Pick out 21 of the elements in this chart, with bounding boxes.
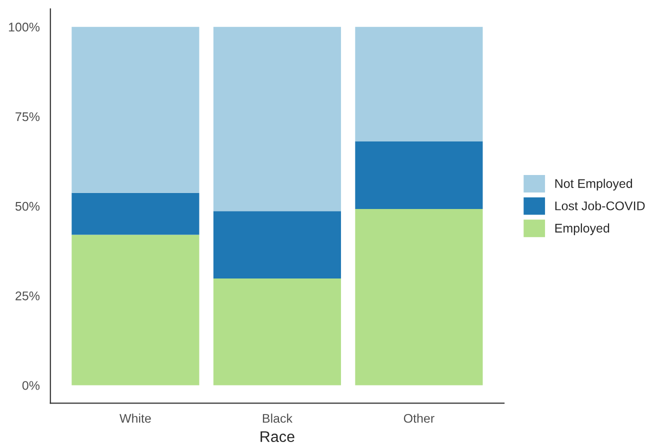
bar	[72, 26, 200, 193]
x-tick-label: Black	[262, 414, 292, 423]
bar	[213, 278, 341, 386]
x-tick-label: Other	[404, 414, 434, 423]
bar	[213, 26, 341, 212]
legend-label: Employed	[555, 223, 610, 236]
bar	[355, 141, 483, 209]
y-tick-label: 100%	[8, 22, 40, 32]
y-tick-label: 25%	[16, 291, 40, 300]
bar	[355, 208, 483, 386]
x-axis-title: Race	[260, 431, 294, 442]
bar	[213, 211, 341, 278]
y-tick-label: 75%	[16, 112, 40, 122]
legend-label: Not Employed	[555, 178, 632, 190]
y-tick-label: 0%	[22, 381, 40, 390]
x-tick-label: White	[120, 414, 151, 423]
y-tick-label: 50%	[15, 202, 40, 211]
bar	[72, 234, 200, 386]
bar	[355, 26, 483, 142]
legend-label: Lost Job-COVID	[555, 201, 645, 210]
bar	[72, 192, 200, 235]
